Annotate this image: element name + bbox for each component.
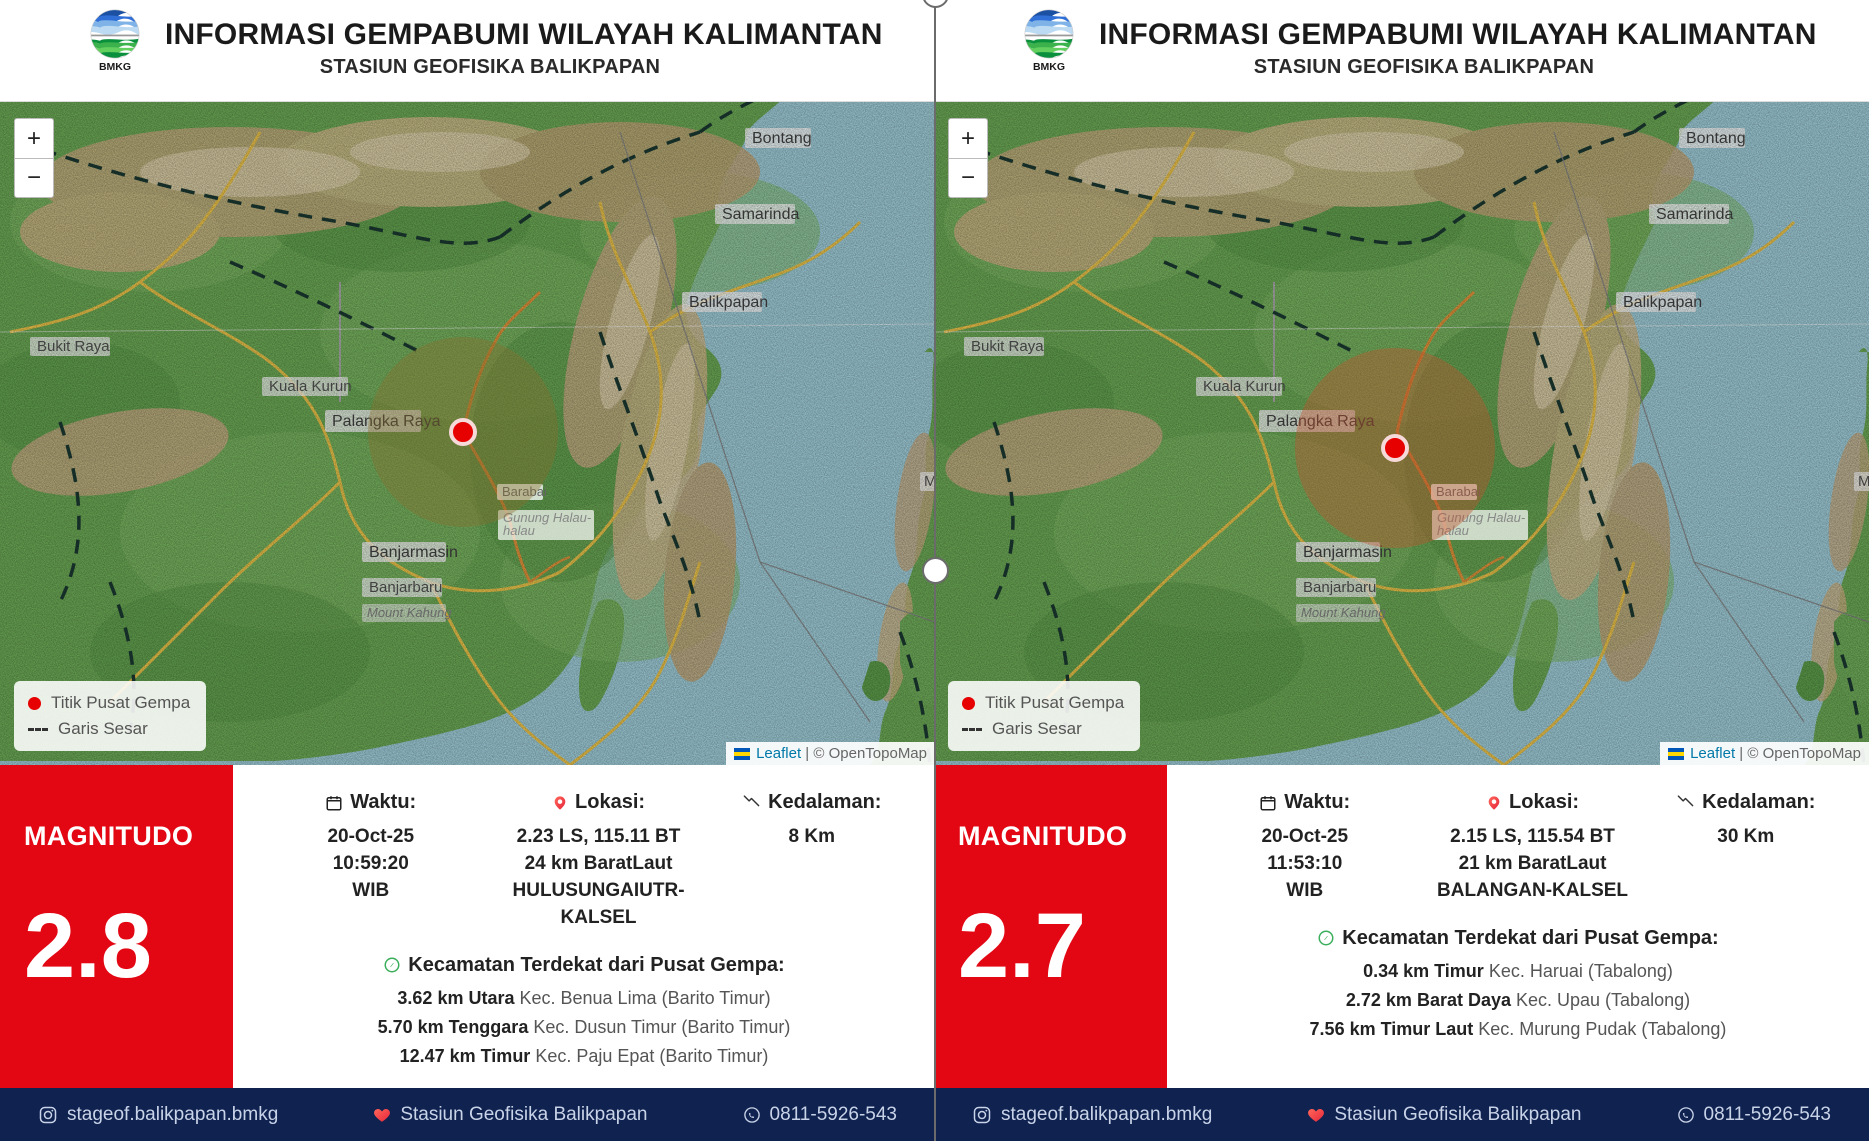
svg-text:BMKG: BMKG <box>99 61 131 73</box>
svg-text:BMKG: BMKG <box>1033 61 1065 73</box>
